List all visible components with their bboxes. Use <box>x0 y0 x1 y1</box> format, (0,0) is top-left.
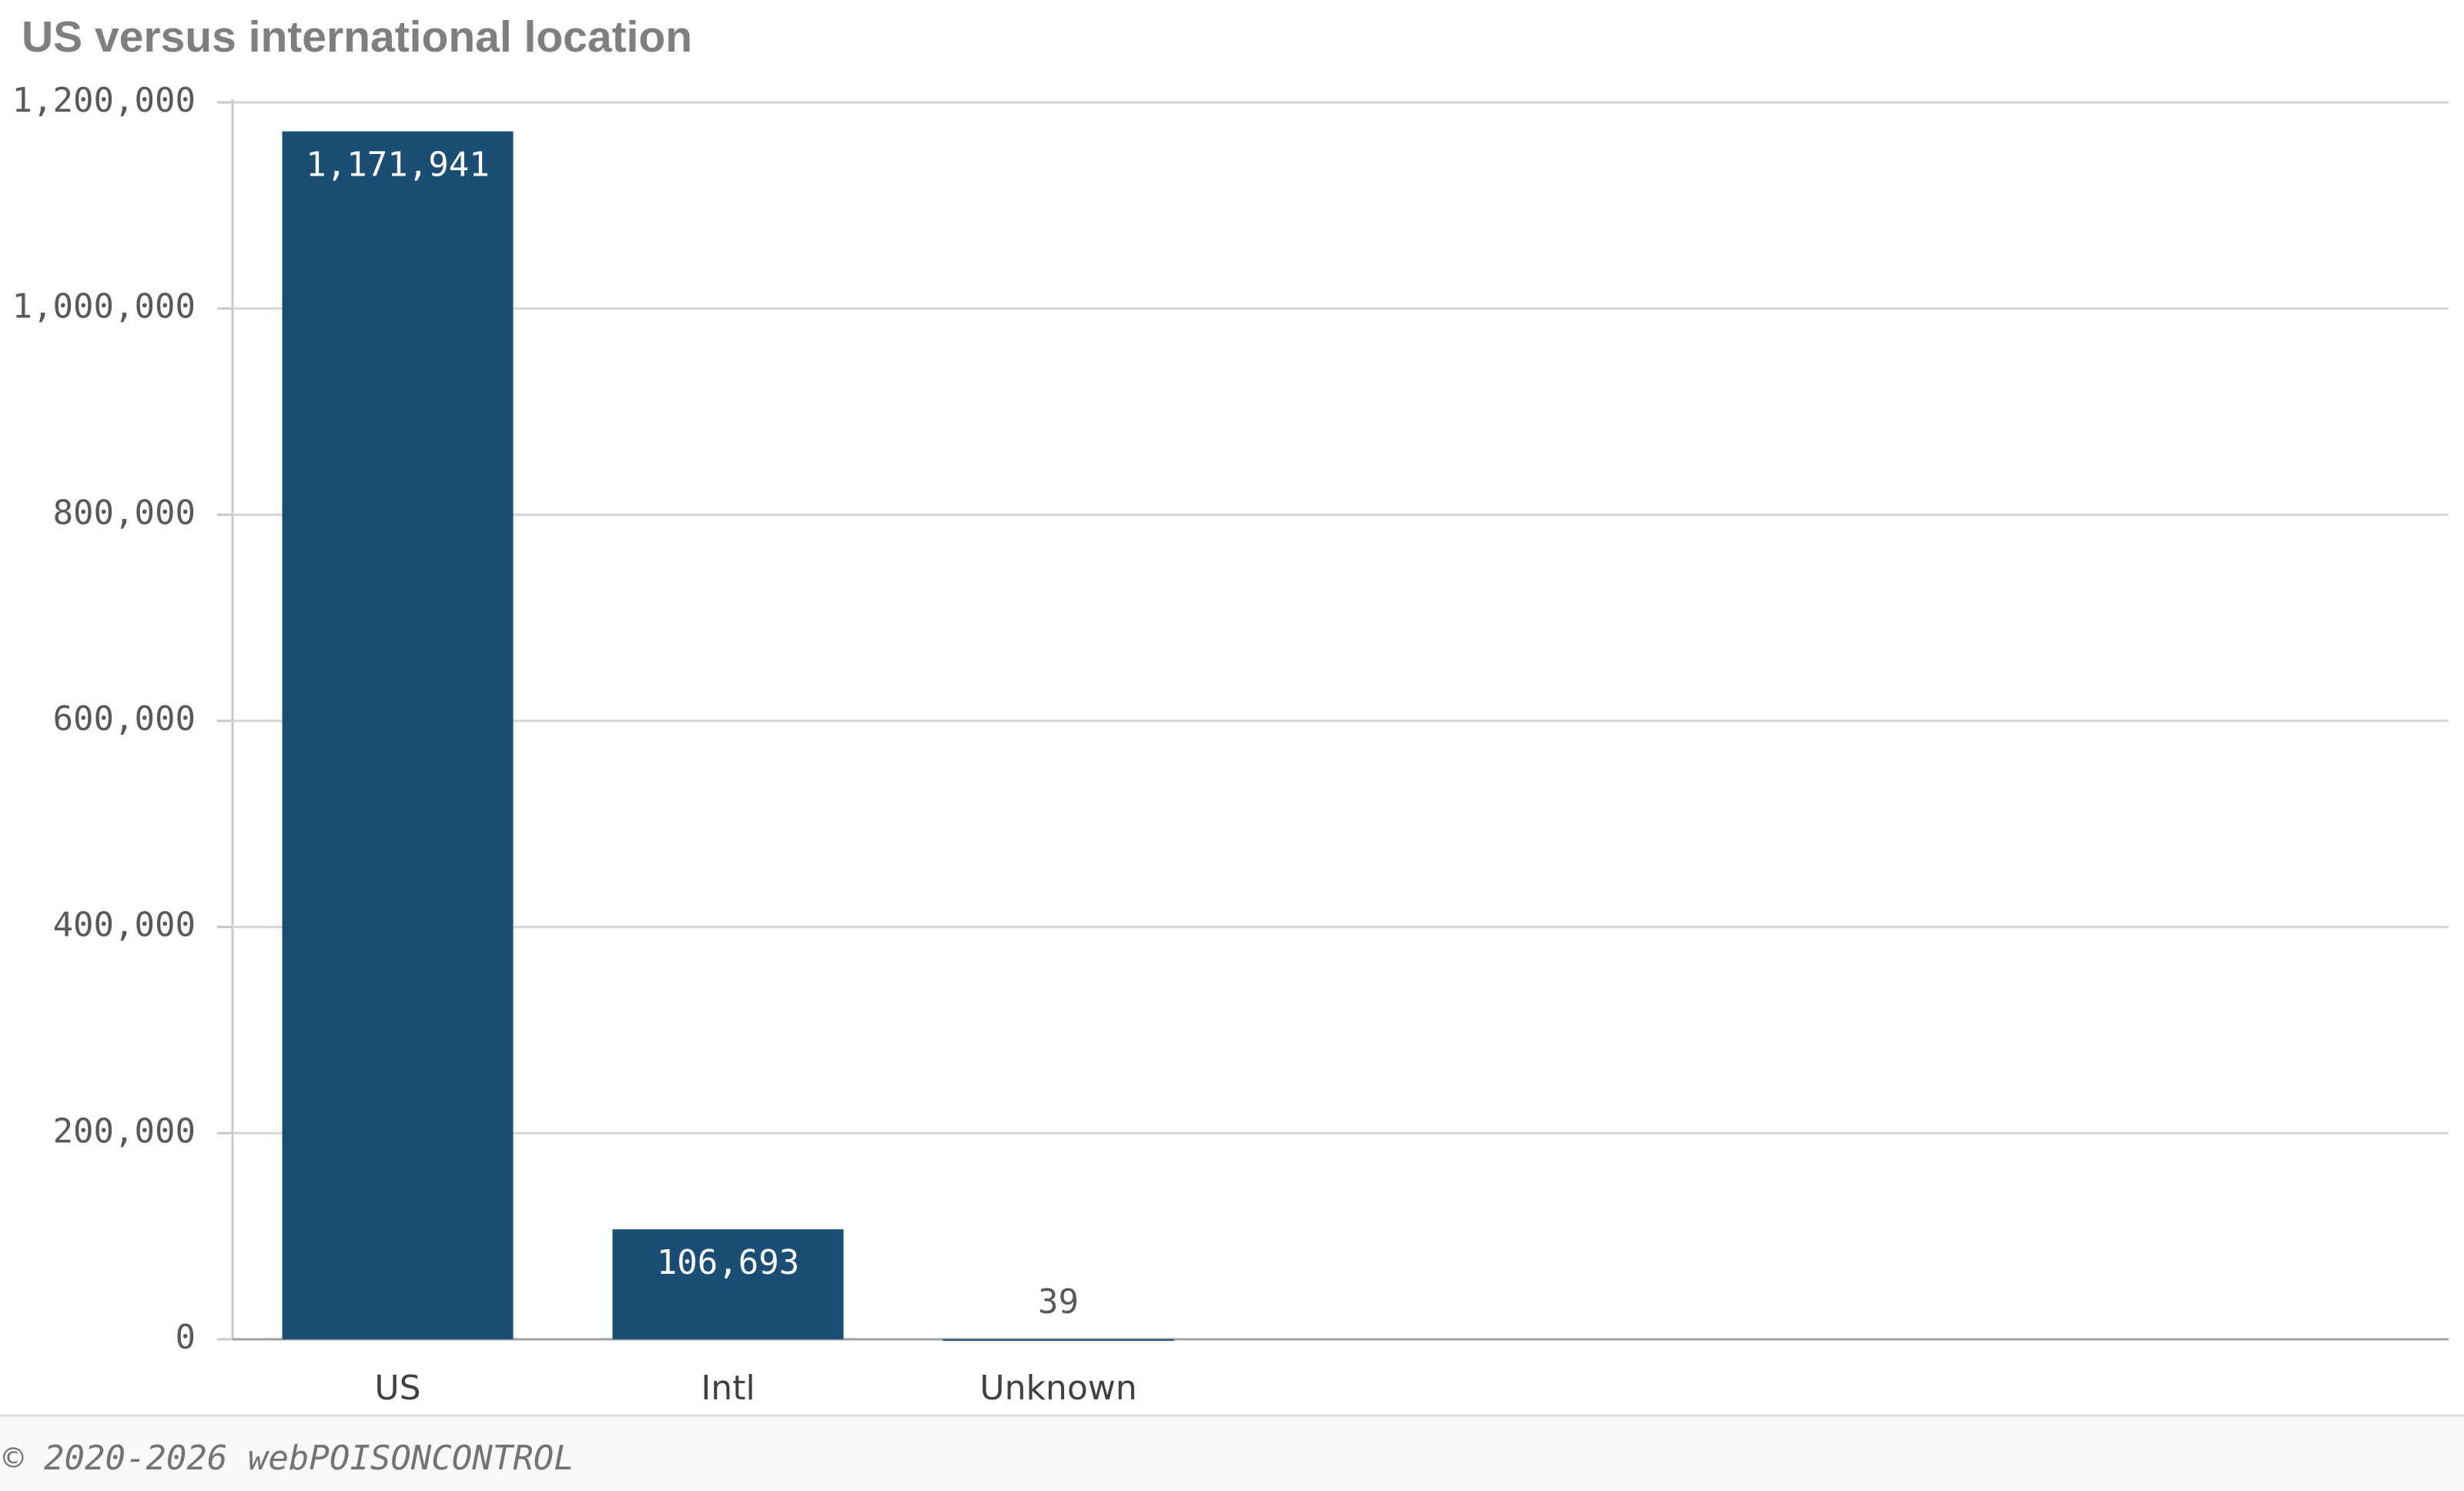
value-label: 106,693 <box>657 1243 799 1282</box>
x-tick-label: Intl <box>701 1369 755 1408</box>
footer: © 2020-2026 webPOISONCONTROL <box>3 1439 574 1478</box>
bar <box>282 131 514 1340</box>
y-tick-label: 800,000 <box>53 493 196 532</box>
value-label: 1,171,941 <box>306 146 489 185</box>
x-tick-label: US <box>374 1369 420 1408</box>
y-tick-label: 1,000,000 <box>12 287 196 327</box>
chart-title: US versus international location <box>22 12 692 62</box>
footer-bg <box>0 1416 2464 1491</box>
x-tick-label: Unknown <box>979 1369 1137 1408</box>
y-tick-label: 600,000 <box>53 699 196 739</box>
y-tick-label: 400,000 <box>53 906 196 945</box>
y-tick-label: 0 <box>176 1318 196 1357</box>
bar <box>612 1229 844 1339</box>
y-tick-label: 200,000 <box>53 1111 196 1151</box>
bar <box>942 1339 1174 1341</box>
value-label: 39 <box>1038 1282 1079 1322</box>
y-tick-label: 1,200,000 <box>12 81 196 120</box>
